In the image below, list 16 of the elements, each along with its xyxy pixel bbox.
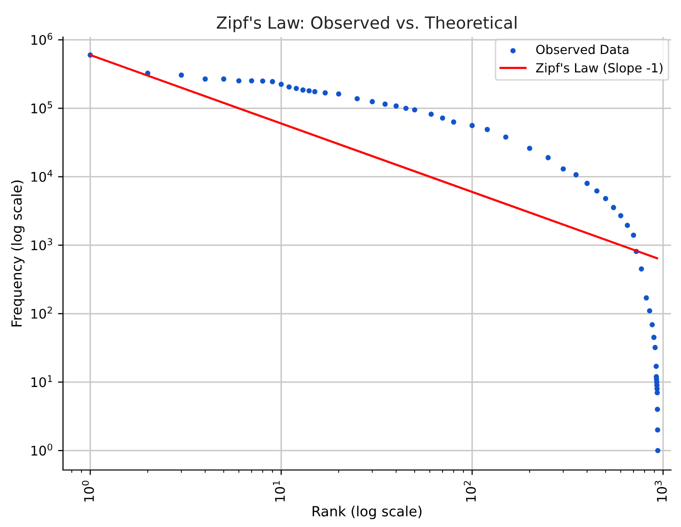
x-tick-label: 10$^{2}$ (464, 481, 476, 502)
y-tick-label: 10$^{5}$ (32, 101, 52, 114)
x-axis-title: Rank (log scale) (312, 506, 422, 520)
x-tick-label: 10$^{3}$ (654, 480, 667, 502)
y-tick-label: 10$^{6}$ (32, 32, 52, 45)
y-tick-label: 10$^{3}$ (32, 238, 52, 250)
x-tick-label: 10$^{0}$ (82, 480, 94, 502)
y-axis-title: Frequency (log scale) (11, 180, 24, 326)
legend-label: Observed Data (536, 44, 628, 54)
legend-label: Zipf's Law (Slope -1) (536, 62, 662, 75)
y-tick-label: 10$^{4}$ (32, 170, 52, 182)
y-tick-label: 10$^{1}$ (32, 375, 52, 388)
y-tick-label: 10$^{0}$ (32, 444, 52, 456)
y-tick-label: 10$^{2}$ (32, 306, 52, 319)
chart-title: Zipf's Law: Observed vs. Theoretical (216, 16, 516, 32)
x-tick-label: 10$^{1}$ (272, 481, 285, 502)
